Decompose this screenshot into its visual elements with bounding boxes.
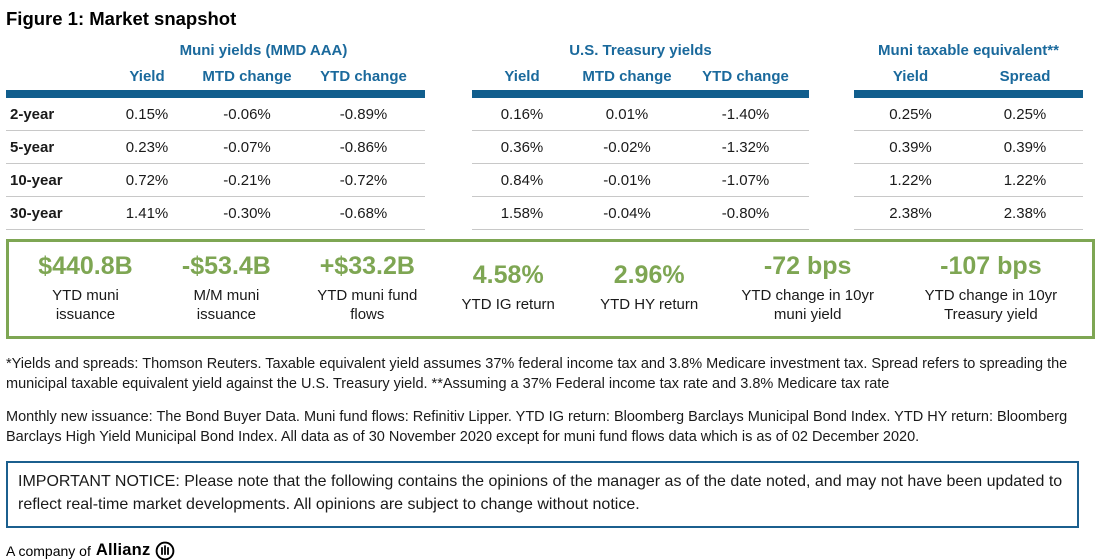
stat-item: -$53.4B M/M muni issuance [156,251,297,325]
table-cell: 0.23% [102,131,192,164]
footnote-data-sources: Monthly new issuance: The Bond Buyer Dat… [6,408,1068,445]
header-rule-bar [472,90,809,98]
stat-label: YTD change in 10yr Treasury yield [924,286,1058,323]
important-notice: IMPORTANT NOTICE: Please note that the f… [6,461,1079,528]
stat-item: -107 bps YTD change in 10yr Treasury yiel… [896,251,1086,325]
row-label: 10-year [6,164,102,197]
section-title: U.S. Treasury yields [569,41,712,59]
page-title: Figure 1: Market snapshot [6,8,237,29]
table-cell: -0.07% [192,131,302,164]
table-cell: 1.22% [854,164,967,197]
header-rule-bar [6,90,425,98]
table-cell: -0.80% [682,197,809,230]
stat-value: -72 bps [763,251,852,280]
table-cell: 2.38% [854,197,967,230]
column-header: YTD change [702,68,789,85]
stat-value: -107 bps [940,251,1042,280]
stat-value: -$53.4B [181,251,271,280]
row-label: 5-year [6,131,102,164]
stat-item: 2.96% YTD HY return [579,263,720,315]
section-title: Muni taxable equivalent** [878,41,1059,59]
allianz-eagle-icon [155,541,175,560]
column-header: MTD change [202,68,292,85]
table-cell: -0.04% [572,197,682,230]
row-label: 2-year [6,98,102,131]
table-cell: 0.39% [967,131,1083,164]
table-cell: 0.01% [572,98,682,131]
column-header: Yield [892,68,929,85]
column-header: Yield [504,68,540,85]
table-cell: -1.07% [682,164,809,197]
stat-item: +$33.2B YTD muni fund flows [297,251,438,325]
table-cell: -0.21% [192,164,302,197]
stat-item: -72 bps YTD change in 10yr muni yield [720,251,896,325]
table-cell: 0.36% [472,131,572,164]
header-rule-bar [854,90,1083,98]
table-cell: 0.84% [472,164,572,197]
stat-value: 2.96% [613,261,685,290]
stat-label: M/M muni issuance [193,286,260,323]
table-cell: 0.25% [967,98,1083,131]
table-cell: -0.72% [302,164,425,197]
stat-item: $440.8B YTD muni issuance [15,251,156,325]
table-cell: -0.02% [572,131,682,164]
table-cell: 1.41% [102,197,192,230]
yields-table: Muni yields (MMD AAA) Yield MTD change YTD … [6,38,1083,230]
allianz-wordmark: Allianz [95,541,151,560]
table-cell: -1.40% [682,98,809,131]
column-header: Spread [999,68,1051,85]
table-cell: -0.86% [302,131,425,164]
section-title: Muni yields (MMD AAA) [179,41,348,59]
table-cell: -1.32% [682,131,809,164]
table-cell: 0.72% [102,164,192,197]
table-cell: -0.06% [192,98,302,131]
footer: A company of Allianz [6,541,1089,560]
stat-item: 4.58% YTD IG return [438,263,579,315]
stat-label: YTD change in 10yr muni yield [741,286,874,323]
table-cell: -0.01% [572,164,682,197]
stat-label: YTD IG return [461,296,555,314]
column-header: Yield [129,68,165,85]
stat-label: YTD HY return [600,296,699,314]
column-header: YTD change [320,68,407,85]
table-cell: 0.16% [472,98,572,131]
column-header: MTD change [582,68,672,85]
stat-value: $440.8B [38,251,133,280]
market-stats-box: $440.8B YTD muni issuance -$53.4B M/M muni … [6,239,1095,339]
footnote-yields-spreads: *Yields and spreads: Thomson Reuters. Ta… [6,356,1068,393]
stat-label: YTD muni fund flows [317,286,418,323]
table-cell: 1.58% [472,197,572,230]
table-cell: 1.22% [967,164,1083,197]
table-cell: -0.30% [192,197,302,230]
table-cell: 2.38% [967,197,1083,230]
stat-value: 4.58% [472,261,544,290]
table-cell: 0.39% [854,131,967,164]
stat-value: +$33.2B [319,251,415,280]
footer-prefix: A company of [6,542,91,559]
row-label: 30-year [6,197,102,230]
stat-label: YTD muni issuance [52,286,119,323]
table-cell: -0.89% [302,98,425,131]
table-cell: 0.25% [854,98,967,131]
table-cell: -0.68% [302,197,425,230]
table-cell: 0.15% [102,98,192,131]
